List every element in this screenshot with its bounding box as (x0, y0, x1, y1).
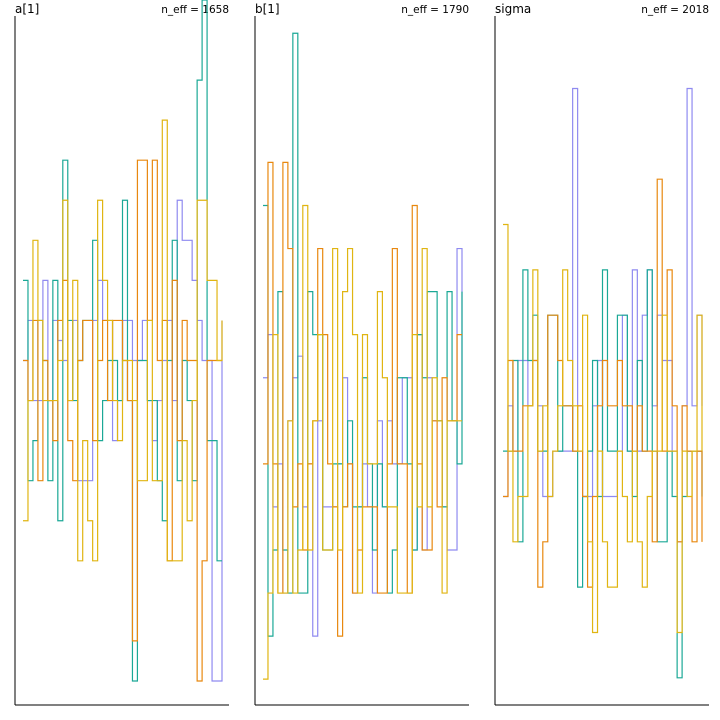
trace-line-chain-4 (263, 204, 462, 680)
trace-lines (263, 32, 463, 680)
trace-line-chain-4 (23, 119, 223, 562)
panel-a1: a[1] n_eff = 1658 (14, 0, 229, 706)
panel-sigma: sigma n_eff = 2018 (494, 2, 709, 706)
panel-title: b[1] (255, 2, 280, 16)
panel-b1: b[1] n_eff = 1790 (254, 2, 469, 706)
n-eff-label: n_eff = 1790 (401, 4, 469, 16)
trace-line-chain-3 (503, 178, 703, 588)
panel-title: sigma (495, 2, 531, 16)
trace-lines (23, 0, 223, 682)
n-eff-label: n_eff = 1658 (161, 4, 229, 16)
trace-line-chain-3 (23, 159, 222, 682)
trace-line-chain-4 (503, 223, 703, 634)
n-eff-label: n_eff = 2018 (641, 4, 709, 16)
trace-line-chain-3 (263, 161, 462, 637)
panel-title: a[1] (15, 2, 39, 16)
trace-lines (503, 87, 703, 679)
